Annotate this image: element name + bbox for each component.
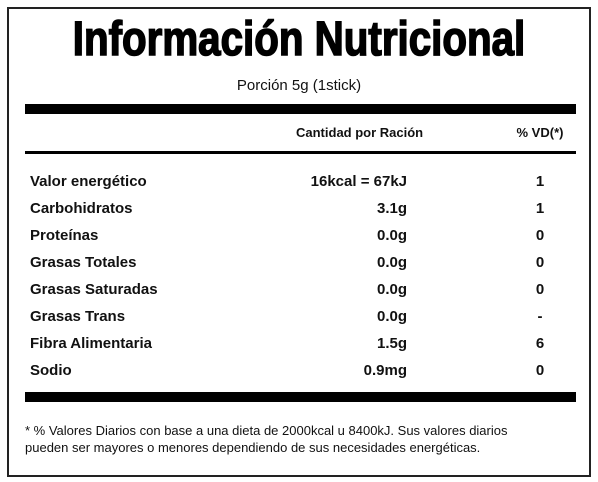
nutrient-name: Valor energético xyxy=(30,173,147,190)
daily-value: 6 xyxy=(535,335,545,352)
nutrient-name: Grasas Totales xyxy=(30,254,137,271)
subtitle: Porción 5g (1stick) xyxy=(236,77,362,94)
daily-value: 0 xyxy=(535,362,545,379)
daily-value: 1 xyxy=(535,173,545,190)
daily-value: 0 xyxy=(535,281,545,298)
amount: 0.0g xyxy=(376,308,407,325)
amount: 3.1g xyxy=(376,200,407,217)
daily-value: 1 xyxy=(535,200,545,217)
amount: 1.5g xyxy=(376,335,407,352)
column-header: % VD(*) xyxy=(516,125,564,140)
amount: 0.0g xyxy=(376,227,407,244)
frame xyxy=(7,7,591,477)
daily-value: - xyxy=(537,308,543,325)
amount: 0.9mg xyxy=(363,362,407,379)
nutrient-name: Carbohidratos xyxy=(30,200,133,217)
footnote: pueden ser mayores o menores dependiendo… xyxy=(25,440,481,455)
nutrient-name: Grasas Trans xyxy=(30,308,126,325)
amount: 0.0g xyxy=(376,254,407,271)
nutrient-name: Fibra Alimentaria xyxy=(30,335,152,352)
rule xyxy=(25,151,576,154)
nutrient-name: Grasas Saturadas xyxy=(30,281,158,298)
amount: 16kcal = 67kJ xyxy=(310,173,407,190)
footnote: * % Valores Diarios con base a una dieta… xyxy=(25,423,508,438)
daily-value: 0 xyxy=(535,227,545,244)
title: Información Nutricional xyxy=(72,13,526,67)
daily-value: 0 xyxy=(535,254,545,271)
thick-rule xyxy=(25,104,576,114)
amount: 0.0g xyxy=(376,281,407,298)
nutrient-name: Proteínas xyxy=(30,227,99,244)
thick-rule xyxy=(25,392,576,402)
column-header: Cantidad por Ración xyxy=(296,125,424,140)
nutrient-name: Sodio xyxy=(30,362,72,379)
